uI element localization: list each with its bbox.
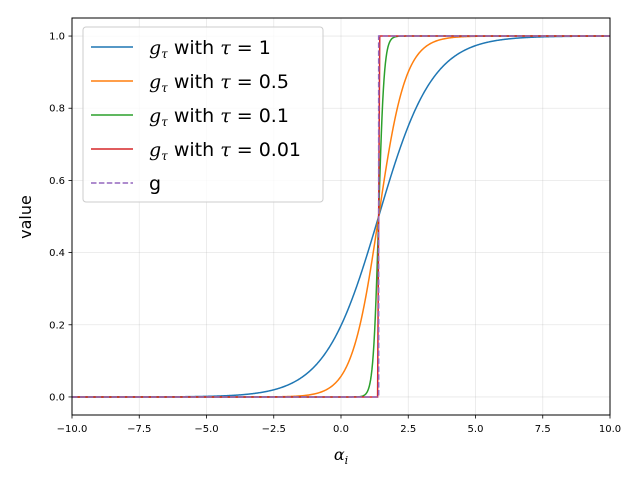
x-axis-label-symbol: α bbox=[334, 445, 345, 464]
x-tick-label: 7.5 bbox=[535, 424, 551, 435]
legend-label-part: with bbox=[168, 71, 220, 93]
x-tick-label: −5.0 bbox=[194, 424, 218, 435]
legend-label-part: τ bbox=[161, 149, 168, 163]
x-tick-label: 2.5 bbox=[400, 424, 416, 435]
y-axis-label: value bbox=[16, 195, 35, 239]
legend-label-part: g bbox=[149, 71, 161, 93]
legend: gτ with τ = 1gτ with τ = 0.5gτ with τ = … bbox=[82, 26, 324, 203]
legend-label-part: with bbox=[168, 105, 220, 127]
legend-label-part: 0.01 bbox=[259, 139, 301, 161]
legend-box bbox=[82, 26, 324, 203]
x-axis-ticks: −10.0 −7.5 −5.0 −2.5 0.0 2.5 5.0 7.5 10.0 bbox=[57, 415, 621, 435]
series-line-5 bbox=[72, 35, 610, 398]
y-tick-label: 0.2 bbox=[49, 320, 65, 331]
legend-label-1: gτ with τ = 1 bbox=[149, 37, 271, 61]
series-layer bbox=[72, 35, 610, 398]
x-tick-label: −2.5 bbox=[262, 424, 286, 435]
legend-label-part: g bbox=[149, 105, 161, 127]
y-tick-label: 0.6 bbox=[49, 176, 65, 187]
legend-label-part: τ bbox=[161, 115, 168, 129]
legend-label-part: 0.5 bbox=[259, 71, 289, 93]
legend-label-part: τ bbox=[220, 139, 231, 161]
x-tick-label: 0.0 bbox=[333, 424, 349, 435]
y-tick-label: 0.4 bbox=[49, 248, 65, 259]
y-axis-ticks: 0.0 0.2 0.4 0.6 0.8 1.0 bbox=[49, 32, 72, 403]
legend-label-part: g bbox=[149, 37, 161, 59]
legend-label-part: τ bbox=[161, 81, 168, 95]
x-tick-label: 10.0 bbox=[599, 424, 621, 435]
legend-label-5: g bbox=[149, 173, 161, 195]
legend-label-4: gτ with τ = 0.01 bbox=[149, 139, 301, 163]
legend-label-part: 0.1 bbox=[259, 105, 289, 127]
legend-label-part: 1 bbox=[259, 37, 271, 59]
legend-label-part: τ bbox=[161, 47, 168, 61]
x-axis-label-sub: i bbox=[345, 454, 349, 467]
x-tick-label: 5.0 bbox=[468, 424, 484, 435]
legend-label-part: = bbox=[231, 71, 259, 93]
legend-label-part: = bbox=[231, 37, 259, 59]
y-tick-label: 1.0 bbox=[49, 32, 65, 43]
y-tick-label: 0.0 bbox=[49, 392, 65, 403]
x-tick-label: −10.0 bbox=[57, 424, 88, 435]
legend-label-part: τ bbox=[220, 37, 231, 59]
legend-label-part: with bbox=[168, 139, 220, 161]
legend-label-part: with bbox=[168, 37, 220, 59]
x-tick-label: −7.5 bbox=[127, 424, 151, 435]
x-axis-label: αi bbox=[334, 445, 348, 467]
legend-label-part: = bbox=[231, 139, 259, 161]
legend-label-2: gτ with τ = 0.5 bbox=[149, 71, 289, 95]
legend-label-part: g bbox=[149, 139, 161, 161]
legend-label-part: = bbox=[231, 105, 259, 127]
legend-label-part: τ bbox=[220, 71, 231, 93]
legend-label-part: τ bbox=[220, 105, 231, 127]
y-tick-label: 0.8 bbox=[49, 104, 65, 115]
legend-label-3: gτ with τ = 0.1 bbox=[149, 105, 289, 129]
